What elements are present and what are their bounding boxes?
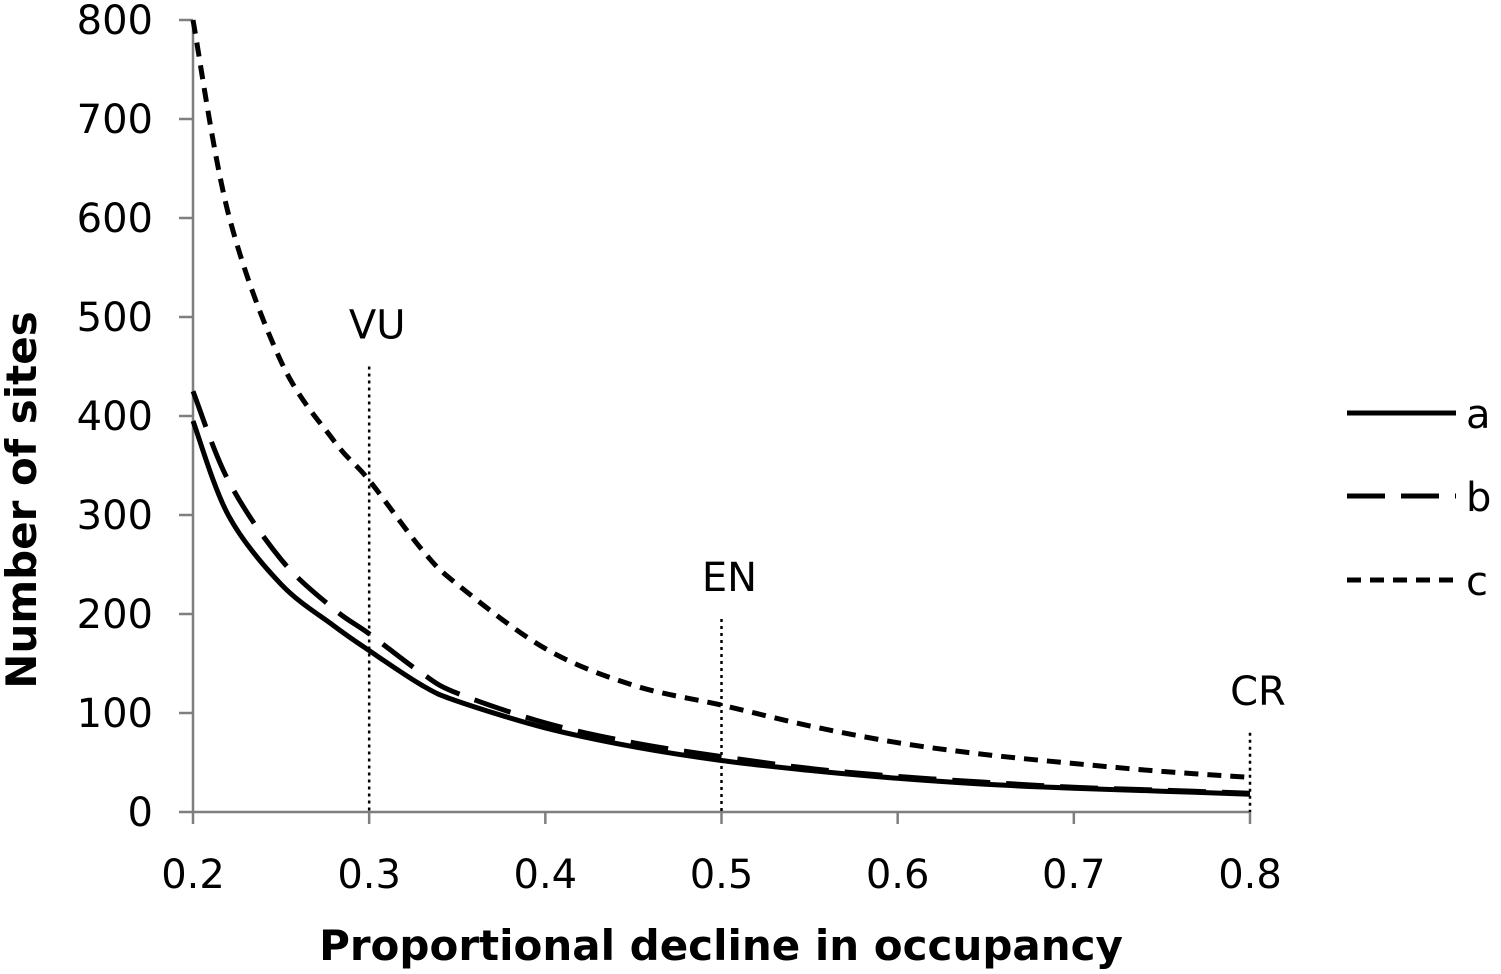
y-tick-label: 800 <box>77 0 153 44</box>
legend-label-a: a <box>1466 392 1491 438</box>
y-axis-ticks: 0 100 200 300 400 500 600 700 800 <box>77 0 193 836</box>
threshold-label-vu: VU <box>349 303 406 349</box>
y-tick-label: 100 <box>77 691 153 737</box>
y-tick-label: 600 <box>77 196 153 242</box>
x-tick-label: 0.7 <box>1042 852 1106 898</box>
y-tick-label: 200 <box>77 592 153 638</box>
x-tick-label: 0.2 <box>161 852 225 898</box>
x-tick-label: 0.3 <box>337 852 401 898</box>
threshold-annotations: VU EN CR <box>349 303 1286 812</box>
plot-area <box>191 20 1250 814</box>
y-tick-label: 0 <box>128 790 153 836</box>
x-tick-label: 0.6 <box>866 852 930 898</box>
legend-label-b: b <box>1466 475 1491 521</box>
x-axis-title: Proportional decline in occupancy <box>319 921 1123 970</box>
y-axis-title: Number of sites <box>0 311 46 688</box>
series-line-b <box>190 390 1251 796</box>
y-tick-label: 700 <box>77 97 153 143</box>
legend: abc <box>1347 392 1491 605</box>
legend-label-c: c <box>1466 559 1488 605</box>
threshold-label-cr: CR <box>1230 669 1286 715</box>
x-tick-label: 0.4 <box>514 852 578 898</box>
y-tick-label: 500 <box>77 295 153 341</box>
x-axis-ticks: 0.2 0.3 0.4 0.5 0.6 0.7 0.8 <box>161 812 1282 898</box>
series-line-c <box>190 19 1251 780</box>
x-tick-label: 0.5 <box>690 852 754 898</box>
y-tick-label: 300 <box>77 493 153 539</box>
y-tick-label: 400 <box>77 394 153 440</box>
series-lines <box>190 19 1251 797</box>
threshold-label-en: EN <box>702 555 757 601</box>
x-tick-label: 0.8 <box>1218 852 1282 898</box>
